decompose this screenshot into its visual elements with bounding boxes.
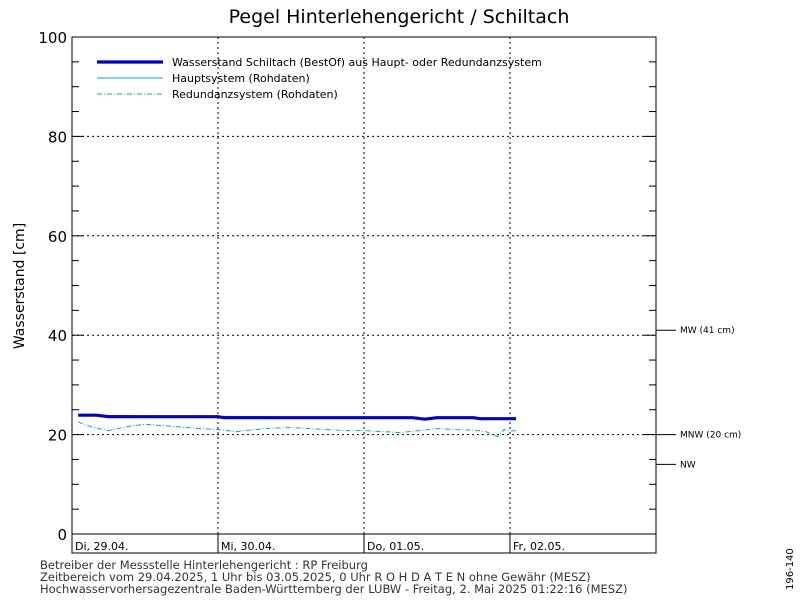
legend-entry: Hauptsystem (Rohdaten) [172, 72, 310, 85]
legend-entry: Redundanzsystem (Rohdaten) [172, 88, 338, 101]
y-tick-label: 60 [48, 228, 67, 246]
x-axis-day-labels: Di, 29.04. Mi, 30.04. Do, 01.05. Fr, 02.05. [75, 540, 565, 553]
y-axis-ticks: 0 20 40 60 80 100 [38, 29, 656, 544]
series-line [78, 413, 517, 421]
footer-publisher: Hochwasservorhersagezentrale Baden-Württ… [40, 582, 627, 596]
y-tick-label: 20 [48, 427, 67, 445]
y-tick-label: 80 [48, 128, 67, 146]
chart-title: Pegel Hinterlehengericht / Schiltach [229, 6, 570, 28]
x-day-label: Di, 29.04. [75, 540, 129, 553]
y-tick-label: 40 [48, 327, 67, 345]
reference-label: MNW (20 cm) [680, 431, 741, 441]
grid-lines [72, 37, 656, 553]
footer-time-range: Zeitbereich vom 29.04.2025, 1 Uhr bis 03… [40, 570, 591, 584]
plot-frame [71, 36, 657, 554]
side-code: 196-140 [785, 548, 796, 590]
x-day-label: Fr, 02.05. [513, 540, 565, 553]
reference-levels: MW (41 cm) MNW (20 cm) NW [656, 326, 741, 470]
x-day-label: Do, 01.05. [367, 540, 424, 553]
data-series [77, 413, 517, 438]
y-tick-label: 100 [38, 29, 67, 47]
footer-operator: Betreiber der Messstelle Hinterlehengeri… [40, 558, 368, 572]
reference-label: NW [680, 460, 696, 470]
y-tick-label: 0 [57, 526, 67, 544]
series-line [77, 421, 517, 438]
legend: Wasserstand Schiltach (BestOf) aus Haupt… [97, 56, 542, 101]
legend-entry: Wasserstand Schiltach (BestOf) aus Haupt… [172, 56, 542, 69]
reference-label: MW (41 cm) [680, 326, 735, 336]
y-axis-label: Wasserstand [cm] [12, 223, 28, 349]
x-day-label: Mi, 30.04. [221, 540, 276, 553]
